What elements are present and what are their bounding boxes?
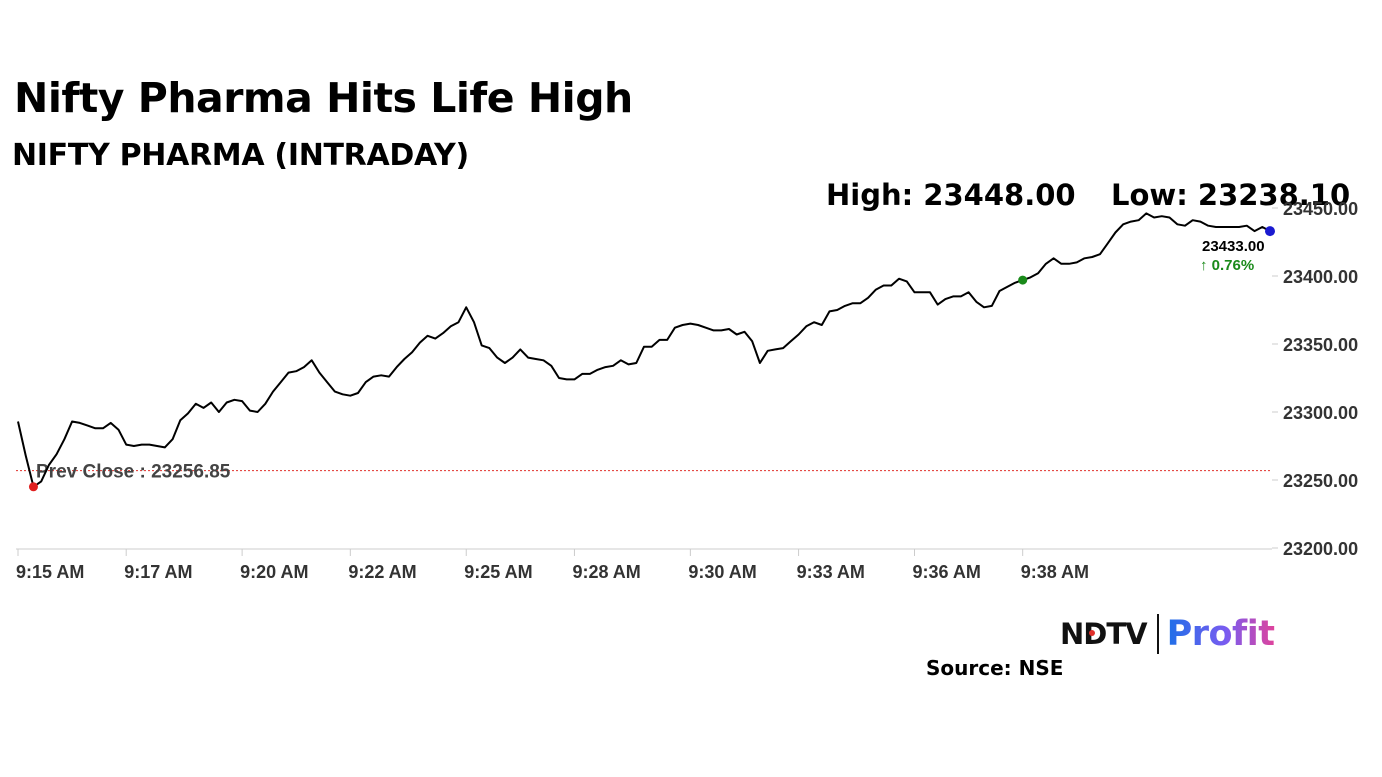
high-value-label: High: 23448.00 (826, 178, 1076, 212)
x-tick-label: 9:15 AM (16, 562, 84, 582)
last-point-marker (1265, 226, 1275, 237)
y-tick-label: 23450.00 (1283, 199, 1358, 219)
x-tick-label: 9:30 AM (688, 562, 756, 582)
source-note: Source: NSE (926, 656, 1064, 680)
low-value-label: Low: 23238.10 (1111, 178, 1351, 212)
chart-headline: Nifty Pharma Hits Life High (14, 74, 633, 122)
x-tick-label: 9:20 AM (240, 562, 308, 582)
x-tick-label: 9:17 AM (124, 562, 192, 582)
prev-close-label: Prev Close : 23256.85 (36, 462, 231, 483)
x-tick-label: 9:28 AM (572, 562, 640, 582)
logo-divider (1156, 614, 1159, 654)
x-tick-label: 9:36 AM (912, 562, 980, 582)
high-point-marker (1018, 275, 1028, 285)
y-tick-label: 23300.00 (1283, 403, 1358, 423)
ndtv-profit-logo: NDTV Profit (1060, 611, 1275, 657)
chart-subheadline: NIFTY PHARMA (INTRADAY) (12, 138, 469, 173)
ndtv-logo-dot (1089, 630, 1095, 636)
y-tick-label: 23400.00 (1283, 267, 1358, 287)
low-point-marker (28, 482, 38, 492)
x-tick-label: 9:22 AM (348, 562, 416, 582)
x-tick-label: 9:25 AM (464, 562, 532, 582)
change-percent-label: ↑ 0.76% (1200, 257, 1254, 274)
y-tick-label: 23350.00 (1283, 335, 1358, 355)
profit-logo-text: Profit (1166, 614, 1275, 654)
price-series-line (17, 212, 1271, 488)
x-tick-label: 9:38 AM (1021, 562, 1089, 582)
last-value-label: 23433.00 (1202, 238, 1265, 255)
x-tick-label: 9:33 AM (797, 562, 865, 582)
y-tick-label: 23250.00 (1283, 471, 1358, 491)
y-tick-label: 23200.00 (1283, 539, 1358, 559)
ndtv-logo-text: NDTV (1060, 617, 1148, 651)
